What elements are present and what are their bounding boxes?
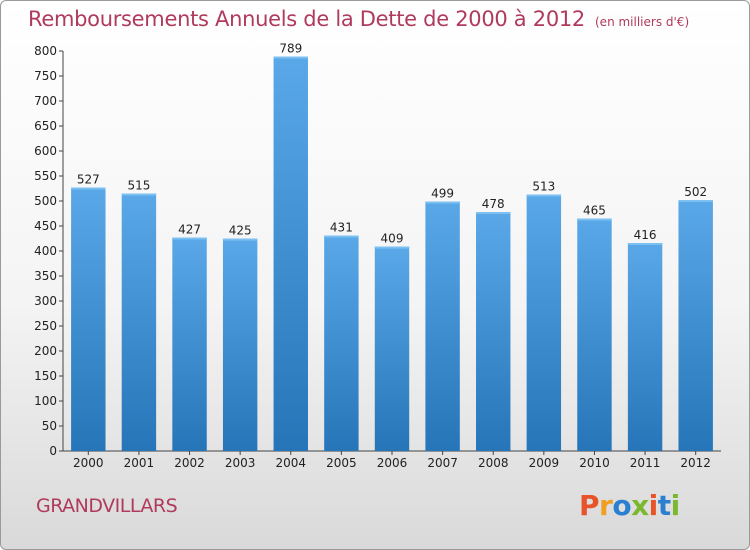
y-tick-label: 150	[34, 369, 57, 383]
x-tick-label: 2009	[529, 456, 560, 470]
x-tick-label: 2007	[427, 456, 458, 470]
bar-top-edge	[577, 218, 612, 221]
bar	[627, 243, 663, 451]
y-tick-label: 550	[34, 169, 57, 183]
y-tick-label: 500	[34, 194, 57, 208]
y-tick-label: 300	[34, 294, 57, 308]
logo-letter: o	[612, 489, 632, 522]
bar-value-label: 502	[684, 185, 707, 199]
bar-top-edge	[476, 212, 511, 214]
bar	[425, 201, 460, 451]
x-tick-label: 2011	[630, 456, 661, 470]
chart-unit: (en milliers d'€)	[595, 15, 690, 29]
bar-value-label: 515	[127, 179, 150, 193]
bar-top-edge	[627, 243, 663, 245]
logo-letter: r	[599, 489, 613, 522]
bar	[476, 212, 511, 451]
x-tick-label: 2004	[275, 456, 306, 470]
chart-bars: 527 515 427 425 789 431 409 499 478 513 465 416 502	[71, 42, 713, 451]
y-tick-label: 250	[34, 319, 57, 333]
bar-top-edge	[425, 201, 460, 204]
bar-value-label: 416	[634, 228, 657, 242]
y-tick-label: 200	[34, 344, 57, 358]
logo-letter: t	[657, 489, 671, 522]
bar-value-label: 465	[583, 204, 606, 218]
y-tick-label: 450	[34, 219, 57, 233]
bar	[374, 246, 410, 451]
y-tick-label: 50	[42, 419, 57, 433]
y-tick-label: 800	[34, 44, 57, 58]
y-tick-label: 400	[34, 244, 57, 258]
x-tick-label: 2000	[73, 456, 104, 470]
chart-axes: 0 50 100 150 200 250 300 350 400 450 500 550 600 650 7…	[34, 44, 721, 470]
bar-value-label: 409	[381, 232, 404, 246]
bar-top-edge	[71, 187, 106, 190]
logo-letter: x	[631, 489, 649, 522]
bar-value-label: 425	[229, 224, 252, 238]
bar	[324, 235, 359, 451]
bar	[71, 187, 106, 451]
bar-top-edge	[526, 194, 562, 197]
x-tick-label: 2002	[174, 456, 205, 470]
bar-top-edge	[222, 238, 258, 241]
x-tick-label: 2008	[478, 456, 509, 470]
x-tick-label: 2001	[124, 456, 155, 470]
logo-letter: i	[648, 489, 659, 522]
bar	[273, 56, 308, 451]
bar	[526, 194, 562, 451]
x-tick-label: 2005	[326, 456, 357, 470]
bar	[172, 237, 207, 451]
bar-value-label: 431	[330, 221, 353, 235]
bar-top-edge	[172, 237, 207, 240]
bar-value-label: 427	[178, 223, 201, 237]
logo-letter: i	[670, 489, 681, 522]
x-tick-label: 2006	[377, 456, 408, 470]
y-tick-label: 100	[34, 394, 57, 408]
bar-top-edge	[324, 235, 359, 238]
bar-top-edge	[374, 246, 410, 249]
bar-value-label: 478	[482, 197, 505, 211]
logo-letter: P	[579, 489, 600, 522]
bar-value-label: 527	[77, 173, 100, 187]
x-tick-label: 2003	[225, 456, 256, 470]
bar-top-edge	[273, 56, 308, 59]
bar	[678, 200, 713, 451]
bar	[121, 193, 157, 451]
y-tick-label: 600	[34, 144, 57, 158]
y-tick-label: 700	[34, 94, 57, 108]
bar-top-edge	[678, 200, 713, 202]
commune-name: GRANDVILLARS	[36, 495, 178, 517]
proxiti-logo: Proxiti	[579, 489, 680, 522]
y-tick-label: 350	[34, 269, 57, 283]
chart-title: Remboursements Annuels de la Dette de 20…	[28, 7, 689, 31]
x-tick-label: 2012	[680, 456, 711, 470]
bar	[577, 218, 612, 451]
y-tick-label: 650	[34, 119, 57, 133]
y-tick-label: 750	[34, 69, 57, 83]
bar-top-edge	[121, 193, 157, 196]
bar-value-label: 789	[279, 42, 302, 56]
bar-value-label: 499	[431, 187, 454, 201]
bar	[222, 238, 258, 451]
y-tick-label: 0	[49, 444, 57, 458]
x-tick-label: 2010	[579, 456, 610, 470]
chart-title-text: Remboursements Annuels de la Dette de 20…	[28, 7, 585, 31]
bar-value-label: 513	[532, 180, 555, 194]
